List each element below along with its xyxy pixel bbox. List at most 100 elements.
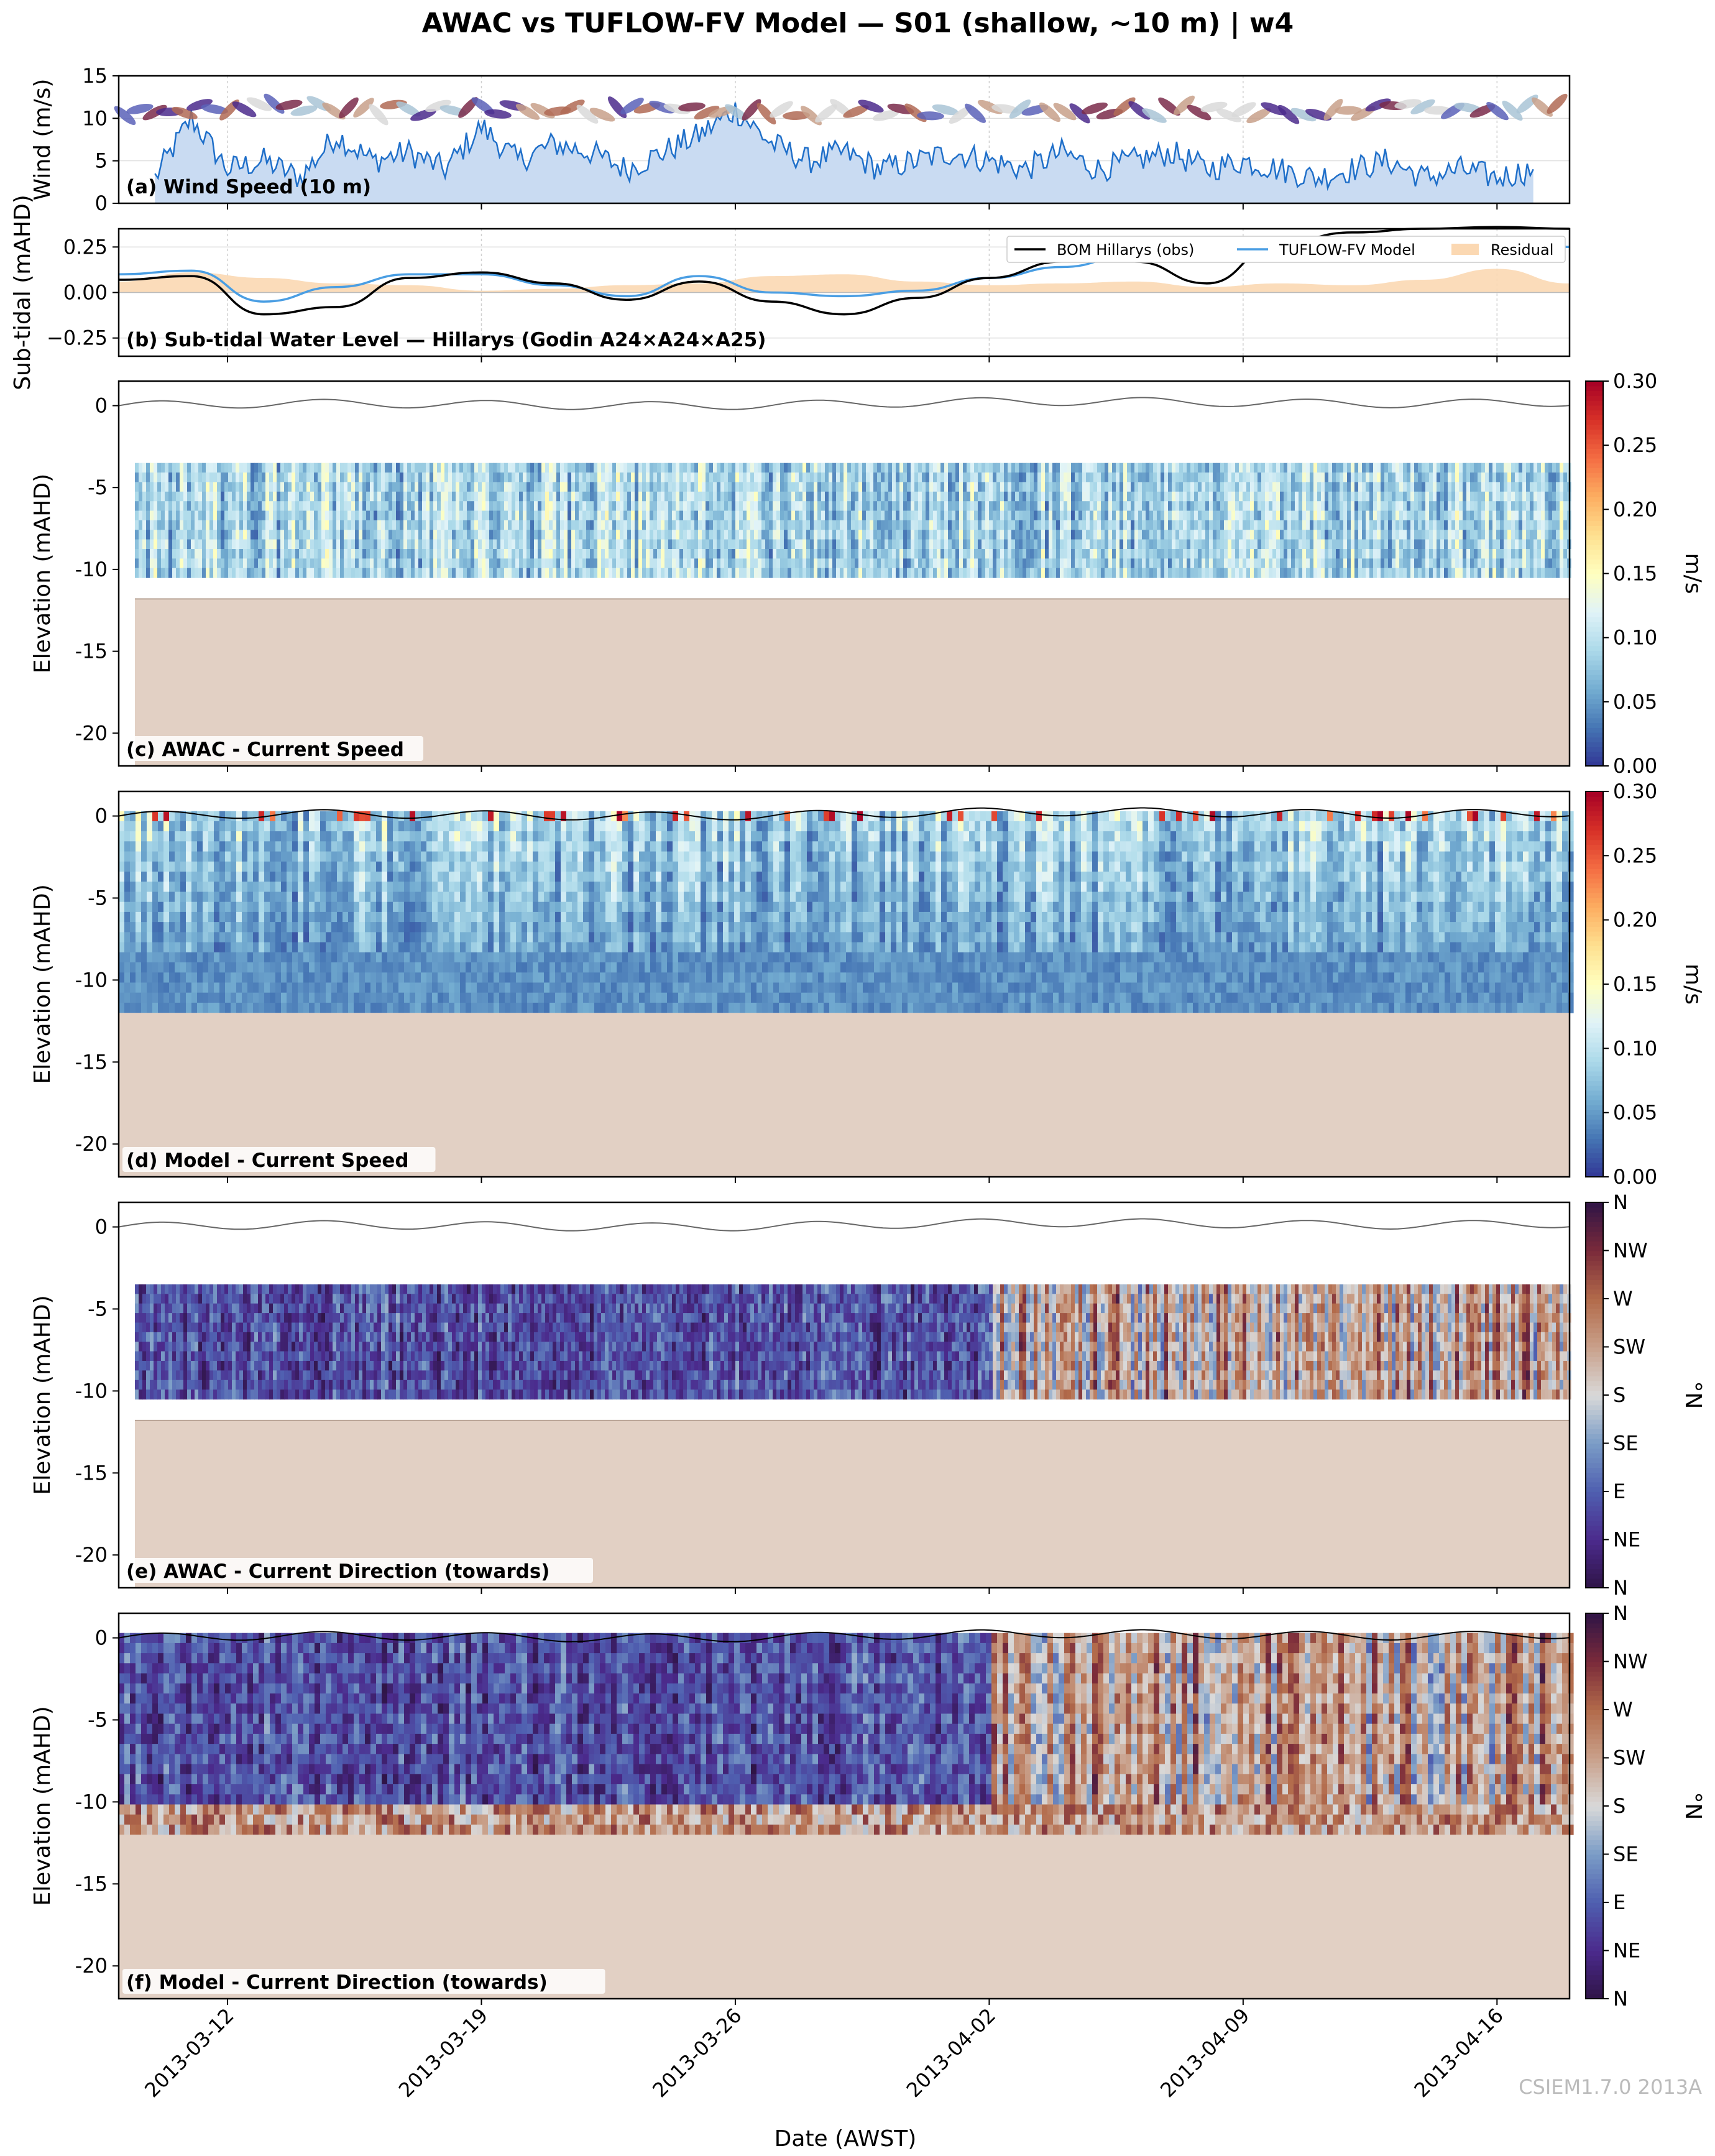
- heatmap-cell: [1142, 530, 1146, 540]
- heatmap-cell: [754, 558, 758, 569]
- heatmap-cell: [802, 472, 807, 483]
- heatmap-cell: [1489, 558, 1493, 569]
- heatmap-cell: [1470, 549, 1474, 559]
- heatmap-cell: [1202, 549, 1206, 559]
- heatmap-cell: [1481, 482, 1486, 492]
- heatmap-cell: [1519, 520, 1523, 530]
- heatmap-cell: [1060, 491, 1064, 502]
- heatmap-cell: [1265, 530, 1269, 540]
- heatmap-cell: [1362, 482, 1366, 492]
- heatmap-cell: [847, 568, 852, 578]
- heatmap-cell: [918, 568, 922, 578]
- heatmap-cell: [1343, 472, 1348, 483]
- heatmap-cell: [1448, 463, 1452, 473]
- heatmap-cell: [795, 568, 799, 578]
- heatmap-cell: [1198, 491, 1202, 502]
- heatmap-cell: [832, 482, 837, 492]
- heatmap-cell: [362, 549, 367, 559]
- heatmap-cell: [926, 539, 930, 550]
- heatmap-cell: [1086, 520, 1090, 530]
- heatmap-cell: [224, 558, 229, 569]
- heatmap-cell: [400, 549, 404, 559]
- heatmap-cell: [814, 463, 818, 473]
- heatmap-cell: [1351, 558, 1355, 569]
- heatmap-cell: [955, 520, 960, 530]
- heatmap-cell: [456, 530, 460, 540]
- heatmap-cell: [855, 558, 859, 569]
- heatmap-cell: [545, 549, 549, 559]
- heatmap-cell: [754, 472, 758, 483]
- heatmap-cell: [1455, 463, 1460, 473]
- heatmap-cell: [1489, 539, 1493, 550]
- heatmap-cell: [802, 491, 807, 502]
- heatmap-cell: [873, 530, 878, 540]
- heatmap-cell: [1067, 549, 1072, 559]
- heatmap-cell: [1030, 482, 1034, 492]
- heatmap-cell: [605, 530, 609, 540]
- heatmap-cell: [139, 510, 143, 521]
- heatmap-cell: [444, 549, 449, 559]
- heatmap-cell: [1384, 558, 1389, 569]
- heatmap-cell: [1496, 549, 1501, 559]
- heatmap-cell: [605, 501, 609, 512]
- heatmap-cell: [877, 520, 881, 530]
- heatmap-cell: [142, 482, 147, 492]
- heatmap-cell: [836, 539, 840, 550]
- heatmap-cell: [1078, 482, 1083, 492]
- heatmap-cell: [959, 491, 963, 502]
- heatmap-cell: [978, 482, 982, 492]
- heatmap-cell: [1463, 568, 1467, 578]
- heatmap-cell: [903, 549, 908, 559]
- heatmap-cell: [1105, 491, 1109, 502]
- heatmap-cell: [1258, 463, 1262, 473]
- colorbar-segment: [1586, 617, 1603, 622]
- heatmap-cell: [448, 510, 453, 521]
- heatmap-cell: [784, 549, 788, 559]
- heatmap-cell: [523, 539, 527, 550]
- heatmap-cell: [1261, 520, 1266, 530]
- heatmap-cell: [534, 568, 538, 578]
- heatmap-cell: [119, 851, 125, 862]
- heatmap-cell: [1563, 472, 1568, 483]
- heatmap-cell: [1287, 510, 1292, 521]
- heatmap-cell: [784, 558, 788, 569]
- heatmap-cell: [1466, 549, 1471, 559]
- heatmap-cell: [1030, 530, 1034, 540]
- heatmap-cell: [1433, 520, 1437, 530]
- heatmap-cell: [202, 568, 206, 578]
- heatmap-cell: [586, 463, 591, 473]
- heatmap-cell: [314, 491, 318, 502]
- heatmap-cell: [620, 520, 624, 530]
- heatmap-cell: [172, 491, 177, 502]
- heatmap-cell: [489, 539, 494, 550]
- heatmap-cell: [1243, 539, 1247, 550]
- heatmap-cell: [817, 530, 822, 540]
- heatmap-cell: [1328, 530, 1333, 540]
- heatmap-cell: [1504, 520, 1508, 530]
- heatmap-cell: [668, 549, 673, 559]
- heatmap-cell: [236, 520, 240, 530]
- heatmap-cell: [1474, 520, 1478, 530]
- heatmap-cell: [411, 482, 415, 492]
- heatmap-cell: [415, 539, 419, 550]
- heatmap-cell: [1399, 520, 1404, 530]
- heatmap-cell: [713, 501, 717, 512]
- heatmap-cell: [333, 501, 337, 512]
- heatmap-cell: [609, 491, 613, 502]
- heatmap-cell: [1216, 549, 1221, 559]
- heatmap-cell: [612, 482, 617, 492]
- heatmap-cell: [433, 549, 438, 559]
- heatmap-cell: [396, 530, 400, 540]
- heatmap-cell: [1026, 472, 1031, 483]
- heatmap-cell: [635, 568, 639, 578]
- heatmap-cell: [896, 491, 900, 502]
- colorbar-segment: [1586, 665, 1603, 670]
- heatmap-cell: [1455, 530, 1460, 540]
- heatmap-cell: [403, 501, 408, 512]
- heatmap-cell: [788, 520, 792, 530]
- heatmap-cell: [418, 520, 423, 530]
- heatmap-cell: [888, 510, 893, 521]
- heatmap-cell: [306, 520, 311, 530]
- heatmap-cell: [444, 501, 449, 512]
- heatmap-cell: [1325, 482, 1329, 492]
